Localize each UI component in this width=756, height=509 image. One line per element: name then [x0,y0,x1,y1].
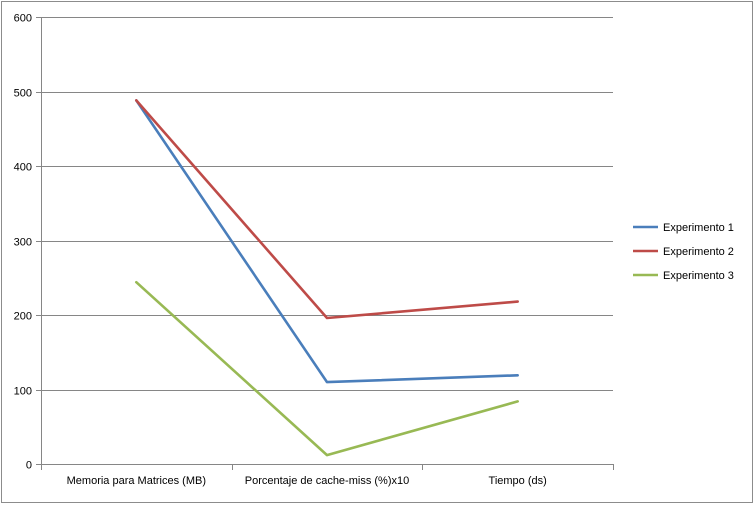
y-tick-label: 0 [26,460,32,472]
series-lines [136,100,518,455]
y-tick-label: 300 [14,237,32,249]
axes: 0 100 200 300 400 500 600 Memoria para Matrices… [14,13,614,488]
series-line-2 [136,100,517,318]
legend-label-1: Experimento 1 [663,222,734,234]
gridlines [41,18,613,391]
legend-label-3: Experimento 3 [663,270,734,282]
y-tick-label: 600 [14,13,32,25]
y-tick-label: 200 [14,311,32,323]
legend: Experimento 1 Experimento 2 Experimento 3 [633,222,734,282]
y-tick-label: 400 [14,162,32,174]
series-line-3 [136,282,517,455]
y-tick-label: 500 [14,88,32,100]
x-tick-label: Memoria para Matrices (MB) [67,475,206,487]
x-tick-label: Porcentaje de cache-miss (%)x10 [245,475,409,487]
x-tick-label: Tiempo (ds) [489,475,547,487]
y-tick-label: 100 [14,386,32,398]
legend-label-2: Experimento 2 [663,246,734,258]
